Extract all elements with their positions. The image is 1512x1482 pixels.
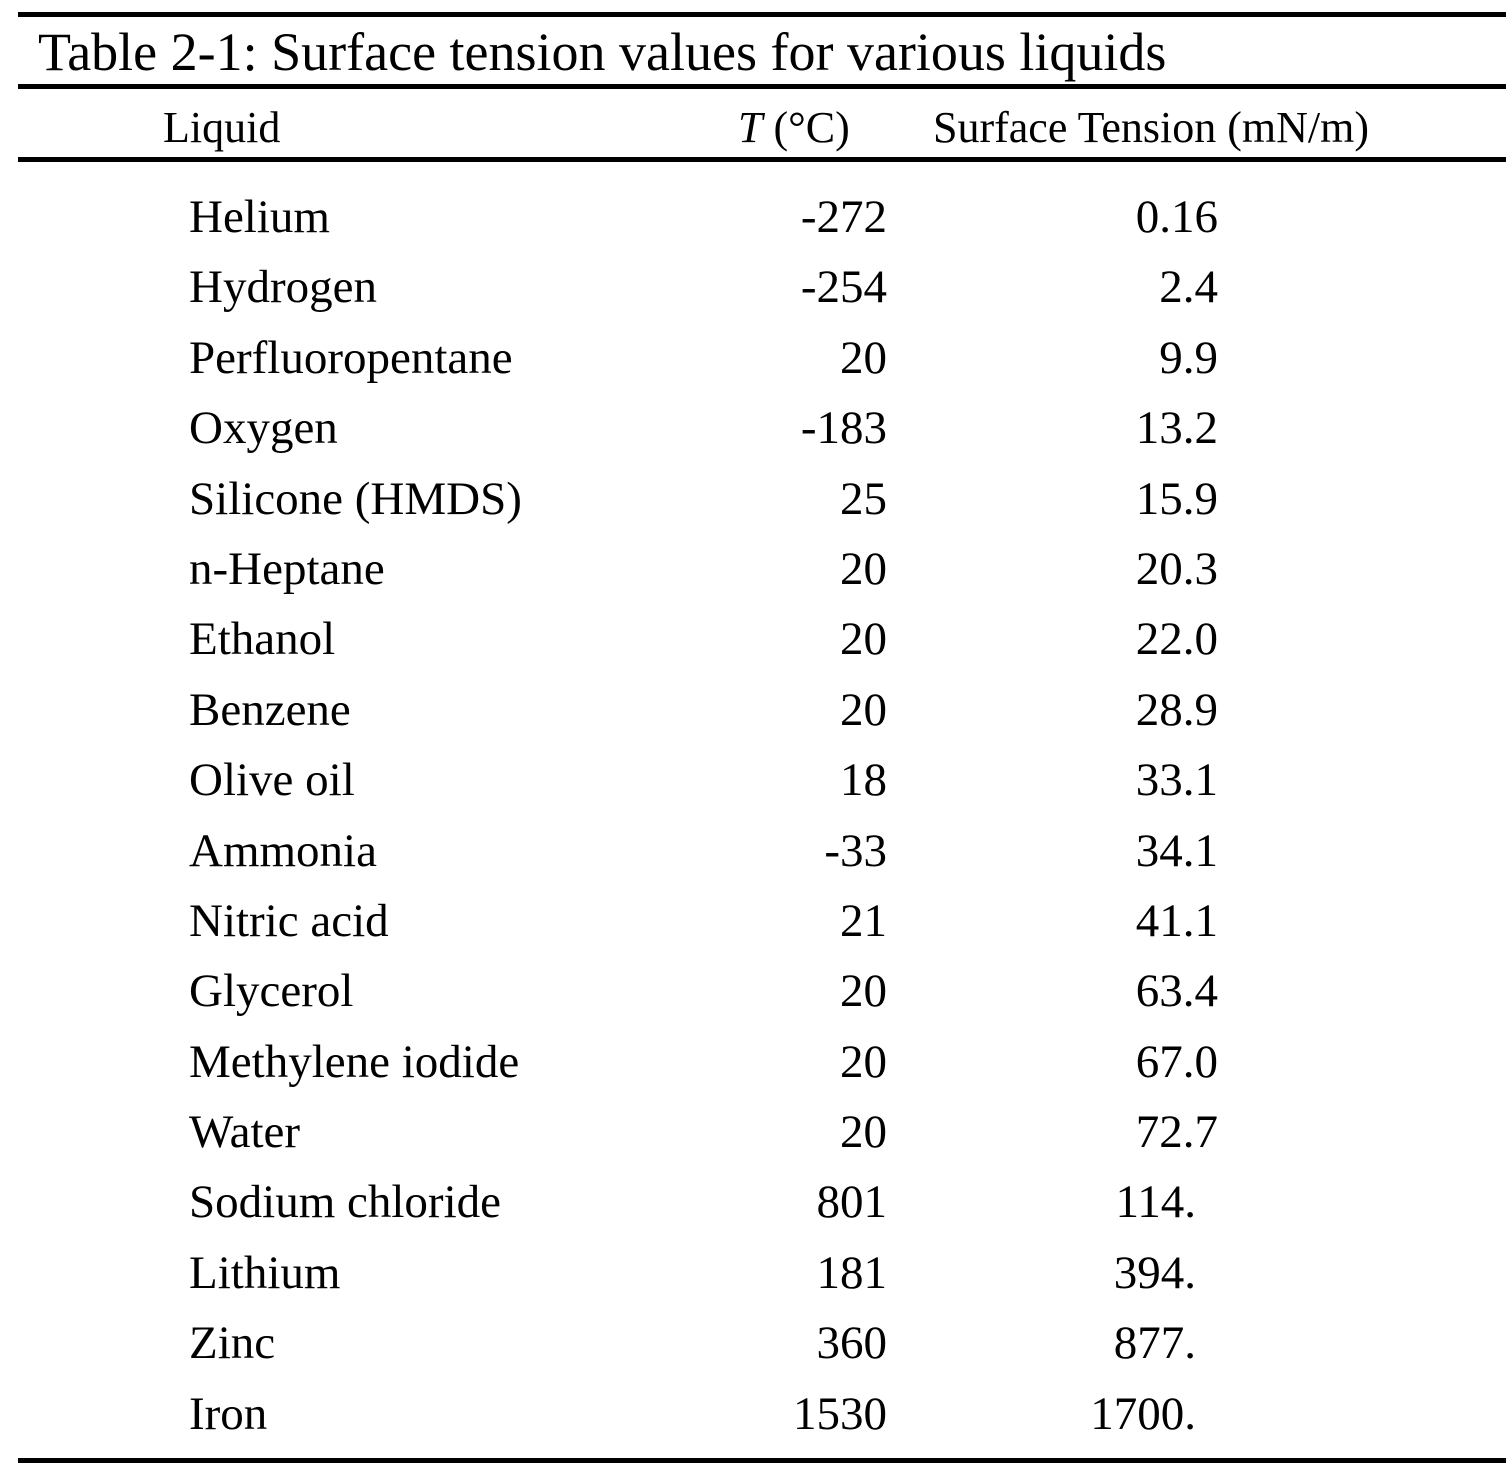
cell-liquid: Iron [189, 1387, 268, 1440]
column-header-surface-tension: Surface Tension (mN/m) [933, 103, 1370, 152]
cell-surface-tension: 63.4 [1135, 965, 1218, 1018]
cell-temperature: -33 [824, 824, 887, 877]
column-header-temperature: T (°C) [738, 102, 850, 154]
cell-temperature: 20 [840, 965, 887, 1018]
cell-temperature: -272 [800, 191, 887, 243]
cell-surface-tension: 22.0 [1135, 613, 1218, 666]
temperature-symbol: T [738, 103, 763, 152]
cell-surface-tension: 20.3 [1135, 542, 1218, 595]
cell-temperature: 801 [816, 1176, 888, 1229]
table-row: Methylene iodide 20 67.0 [0, 1027, 1512, 1097]
cell-surface-tension: 34.1 [1135, 824, 1218, 877]
table-caption: Table 2-1: Surface tension values for va… [38, 22, 1167, 82]
cell-temperature: 181 [816, 1246, 888, 1299]
cell-liquid: Olive oil [189, 754, 355, 807]
table-row: Perfluoropentane 20 9.9 [0, 323, 1512, 393]
cell-liquid: n-Heptane [189, 542, 385, 595]
temperature-unit: (°C) [762, 103, 850, 152]
cell-surface-tension: 13.2 [1135, 402, 1218, 455]
cell-liquid: Silicone (HMDS) [189, 472, 522, 525]
cell-temperature: 20 [840, 1035, 887, 1088]
cell-temperature: 20 [840, 331, 887, 384]
table-row: Ammonia -33 34.1 [0, 816, 1512, 886]
cell-liquid: Ethanol [189, 613, 336, 666]
cell-surface-tension: 0.16 [1135, 191, 1218, 243]
table-row: Water 20 72.7 [0, 1097, 1512, 1167]
cell-temperature: 25 [840, 472, 887, 525]
cell-temperature: -183 [800, 402, 887, 455]
cell-liquid: Lithium [189, 1246, 341, 1299]
cell-liquid: Oxygen [189, 402, 338, 455]
cell-surface-tension: 114. [1115, 1176, 1196, 1229]
cell-temperature: 20 [840, 1106, 887, 1159]
cell-liquid: Nitric acid [189, 894, 389, 947]
table-row: Ethanol 20 22.0 [0, 604, 1512, 674]
cell-liquid: Zinc [189, 1317, 276, 1370]
cell-temperature: 20 [840, 542, 887, 595]
cell-liquid: Hydrogen [189, 261, 377, 314]
table-row: Hydrogen -254 2.4 [0, 252, 1512, 322]
cell-temperature: 18 [840, 754, 887, 807]
cell-liquid: Ammonia [189, 824, 377, 877]
table-row: Zinc 360 877. [0, 1308, 1512, 1378]
table-top-rule [18, 12, 1506, 17]
cell-temperature: 20 [840, 613, 887, 666]
table-row: Sodium chloride 801 114. [0, 1167, 1512, 1237]
cell-surface-tension: 2.4 [1159, 261, 1218, 314]
cell-temperature: 1530 [793, 1387, 887, 1440]
column-header-liquid: Liquid [163, 103, 281, 152]
table-row: Silicone (HMDS) 25 15.9 [0, 464, 1512, 534]
table-bottom-rule [18, 1458, 1506, 1463]
caption-divider-rule [18, 84, 1506, 89]
cell-surface-tension: 67.0 [1135, 1035, 1218, 1088]
header-divider-rule [18, 157, 1506, 162]
table-row: Lithium 181 394. [0, 1238, 1512, 1308]
table-row: Nitric acid 21 41.1 [0, 886, 1512, 956]
cell-surface-tension: 33.1 [1135, 754, 1218, 807]
table-body: Helium -272 0.16 Hydrogen -254 2.4 Perfluorope… [0, 182, 1512, 1449]
cell-surface-tension: 1700. [1090, 1387, 1196, 1440]
cell-liquid: Water [189, 1106, 301, 1159]
cell-liquid: Perfluoropentane [189, 331, 513, 384]
table-row: Glycerol 20 63.4 [0, 956, 1512, 1026]
cell-surface-tension: 877. [1113, 1317, 1196, 1370]
cell-surface-tension: 9.9 [1159, 331, 1218, 384]
table-row: Iron 1530 1700. [0, 1379, 1512, 1449]
cell-temperature: 21 [840, 894, 887, 947]
cell-liquid: Methylene iodide [189, 1035, 520, 1088]
table-row: Benzene 20 28.9 [0, 675, 1512, 745]
cell-temperature: 360 [816, 1317, 888, 1370]
cell-temperature: -254 [800, 261, 887, 314]
table-row: Helium -272 0.16 [0, 182, 1512, 252]
cell-liquid: Glycerol [189, 965, 354, 1018]
cell-surface-tension: 15.9 [1135, 472, 1218, 525]
cell-surface-tension: 41.1 [1135, 894, 1218, 947]
table-row: Olive oil 18 33.1 [0, 745, 1512, 815]
table-row: Oxygen -183 13.2 [0, 393, 1512, 463]
cell-surface-tension: 72.7 [1135, 1106, 1218, 1159]
cell-liquid: Benzene [189, 683, 351, 736]
cell-temperature: 20 [840, 683, 887, 736]
cell-surface-tension: 394. [1113, 1246, 1196, 1299]
cell-liquid: Sodium chloride [189, 1176, 501, 1229]
table-row: n-Heptane 20 20.3 [0, 534, 1512, 604]
cell-surface-tension: 28.9 [1135, 683, 1218, 736]
cell-liquid: Helium [189, 191, 330, 243]
